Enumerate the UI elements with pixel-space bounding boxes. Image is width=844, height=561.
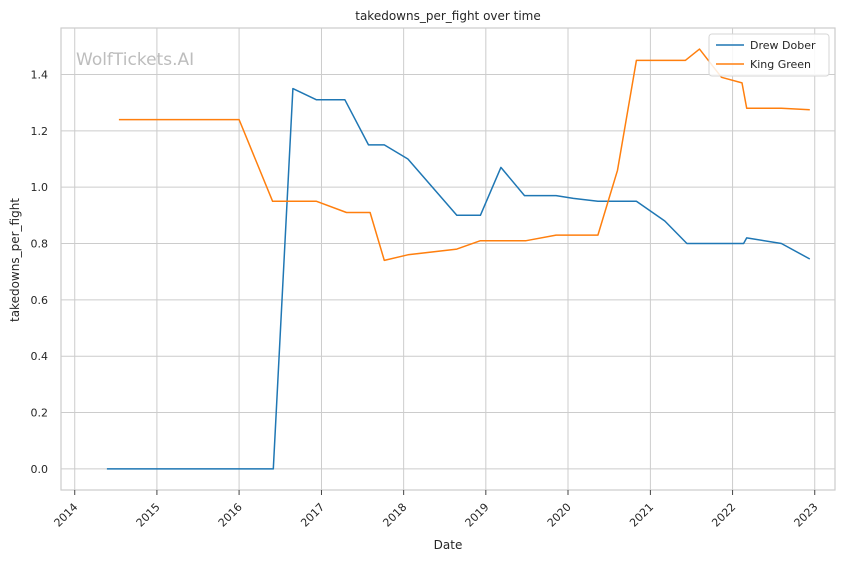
grid-lines [61, 28, 835, 490]
y-tick-label-0-0: 0.0 [31, 463, 49, 476]
y-tick-label-1-0: 1.0 [31, 181, 49, 194]
y-tick-label-0-6: 0.6 [31, 294, 49, 307]
y-tick-label-1-2: 1.2 [31, 125, 49, 138]
y-tick-label-1-4: 1.4 [31, 68, 49, 81]
plot-frame [60, 27, 836, 491]
legend: Drew Dober King Green [708, 33, 830, 77]
y-tick-label-0-4: 0.4 [31, 350, 49, 363]
y-tick-label-0-2: 0.2 [31, 407, 49, 420]
y-tick-label-0-8: 0.8 [31, 238, 49, 251]
chart-title: takedowns_per_fight over time [355, 9, 541, 23]
series-line-king-green [118, 48, 810, 262]
legend-label-drew-dober: Drew Dober [750, 39, 816, 52]
legend-label-king-green: King Green [750, 58, 811, 71]
series-line-drew-dober [106, 87, 811, 470]
y-axis-ticks: 0.0 0.2 0.4 0.6 0.8 1.0 1.2 1.4 [31, 68, 49, 475]
x-axis-title: Date [434, 538, 463, 552]
y-axis-title: takedowns_per_fight [8, 198, 22, 322]
series-lines [106, 48, 811, 470]
watermark: WolfTickets.AI [76, 50, 194, 70]
plot-area [61, 28, 835, 490]
